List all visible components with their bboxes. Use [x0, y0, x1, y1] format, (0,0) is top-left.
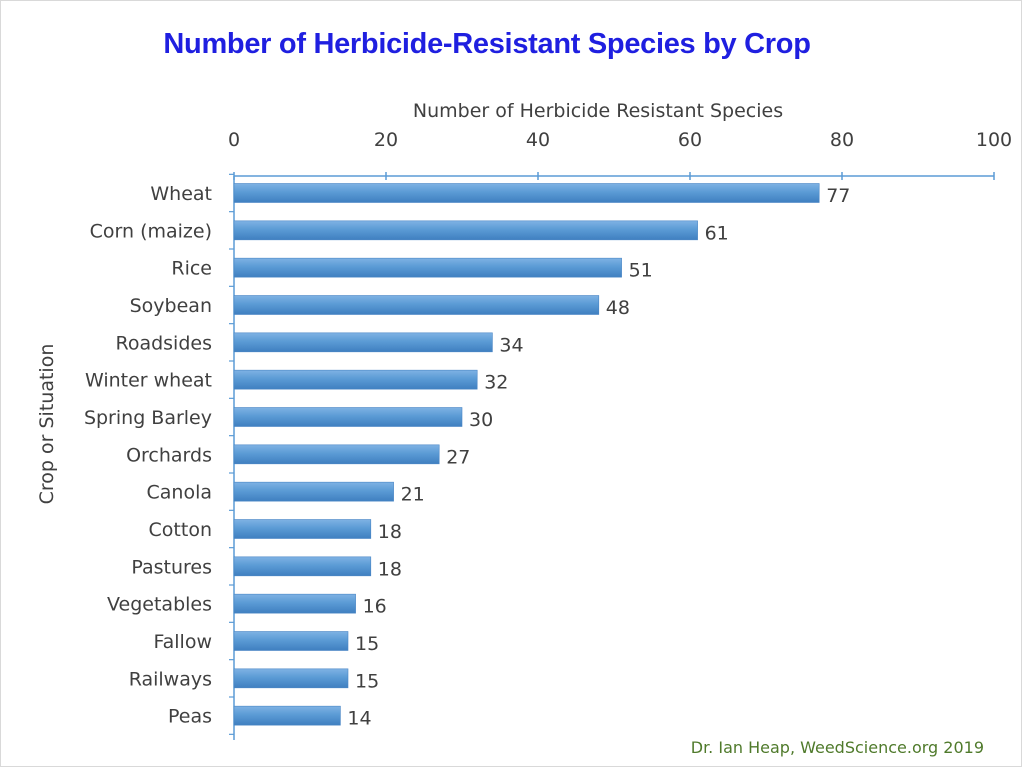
x-tick-label: 80 [830, 129, 854, 151]
category-label: Winter wheat [85, 370, 212, 392]
x-axis-title: Number of Herbicide Resistant Species [413, 100, 783, 122]
category-label: Fallow [153, 631, 212, 653]
bar [233, 183, 820, 203]
bar [233, 332, 493, 353]
value-label: 48 [606, 297, 630, 319]
value-label: 34 [499, 334, 523, 356]
x-tick-label: 60 [678, 129, 702, 151]
bar [233, 257, 622, 278]
category-label: Vegetables [107, 594, 212, 616]
bar [233, 444, 440, 465]
category-label: Peas [168, 706, 212, 728]
credit-text: Dr. Ian Heap, WeedScience.org 2019 [690, 738, 984, 757]
value-label: 15 [355, 633, 379, 655]
category-label: Canola [147, 482, 213, 504]
value-label: 32 [484, 372, 508, 394]
chart-title: Number of Herbicide-Resistant Species by… [163, 28, 811, 60]
category-label: Railways [129, 668, 212, 690]
bar [233, 668, 349, 689]
value-label: 15 [355, 670, 379, 692]
category-label: Orchards [126, 444, 212, 466]
bar [233, 481, 394, 502]
bars-group: Wheat 77 Corn (maize) 61 Rice 51 Soybean 48 Road… [84, 183, 850, 730]
value-label: 30 [469, 409, 493, 431]
category-label: Cotton [149, 519, 212, 541]
bar [233, 369, 478, 390]
x-tick-label: 20 [374, 129, 398, 151]
value-label: 27 [446, 446, 470, 468]
x-tick-label: 100 [976, 129, 1012, 151]
x-tick-label: 40 [526, 129, 550, 151]
x-tick-label: 0 [228, 129, 240, 151]
value-label: 14 [347, 708, 371, 730]
bar [233, 220, 698, 241]
value-label: 77 [826, 185, 850, 207]
value-label: 16 [363, 596, 387, 618]
bar [233, 556, 372, 577]
category-label: Wheat [150, 183, 212, 205]
bar [233, 295, 600, 315]
value-label: 61 [705, 222, 729, 244]
category-label: Rice [171, 258, 212, 280]
bar [233, 407, 463, 427]
category-label: Corn (maize) [90, 220, 212, 242]
bar [233, 705, 341, 726]
value-label: 51 [629, 260, 653, 282]
category-label: Pastures [131, 556, 212, 578]
category-label: Spring Barley [84, 407, 212, 429]
bar [233, 519, 372, 539]
value-label: 18 [378, 521, 402, 543]
value-label: 21 [401, 484, 425, 506]
category-label: Soybean [130, 295, 212, 317]
y-axis-title: Crop or Situation [36, 344, 58, 505]
bar [233, 631, 349, 651]
value-label: 18 [378, 558, 402, 580]
category-label: Roadsides [115, 332, 212, 354]
bar [233, 593, 356, 614]
